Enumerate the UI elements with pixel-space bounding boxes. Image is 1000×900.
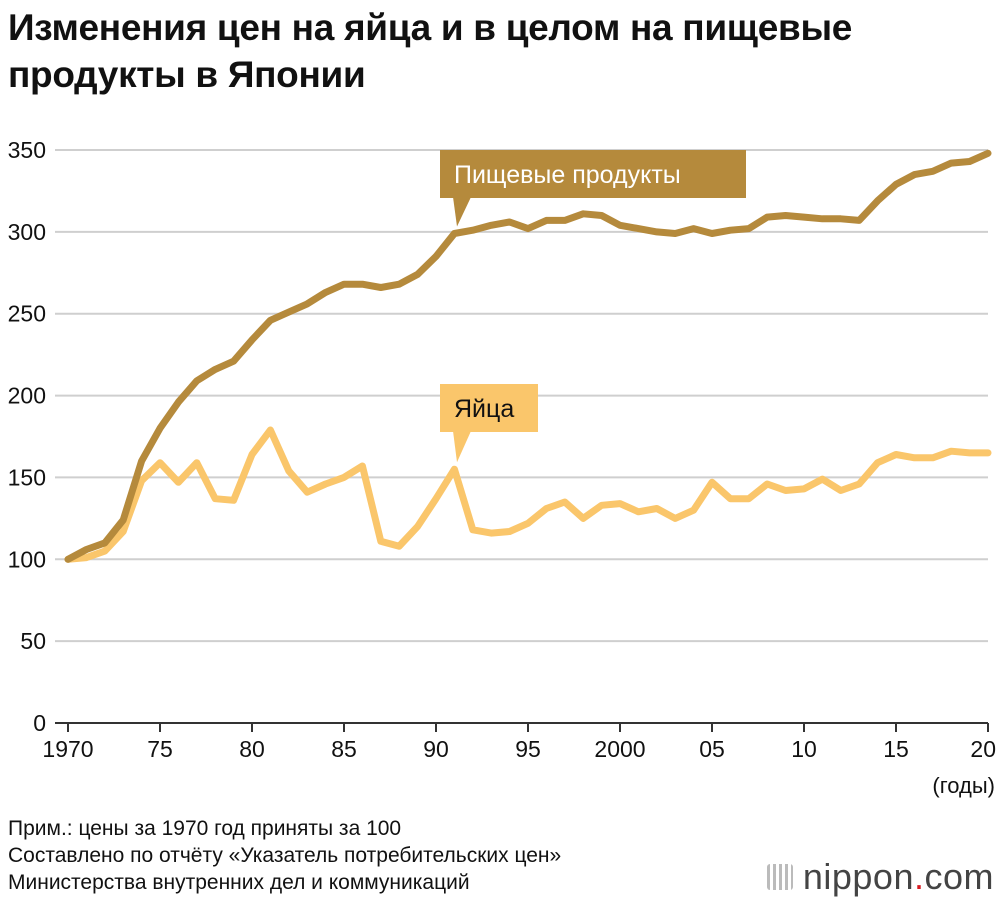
- x-tick-label: 2000: [594, 736, 645, 762]
- x-tick-label: 95: [515, 736, 541, 762]
- nippon-logo: nippon. com: [766, 856, 994, 898]
- y-tick-label: 150: [8, 464, 46, 490]
- x-tick-label: 80: [239, 736, 265, 762]
- x-tick-label: 10: [791, 736, 817, 762]
- note-line-2: Составлено по отчёту «Указатель потребит…: [8, 844, 562, 867]
- x-axis-ticks: 1970 75 80 85 90 95 2000 05 10 15 20: [42, 723, 996, 762]
- nippon-logo-mark-icon: [766, 864, 793, 890]
- logo-dot: .: [913, 856, 925, 897]
- series-line-0: [64, 149, 992, 563]
- logo-name: nippon: [802, 856, 914, 897]
- series-label-text: Яйца: [454, 395, 514, 423]
- series-labels: Пищевые продукты Яйца: [440, 150, 746, 463]
- series-label-pointer: [453, 197, 471, 227]
- y-tick-label: 50: [20, 628, 46, 654]
- y-tick-label: 350: [8, 137, 46, 163]
- series-label-pointer: [453, 431, 471, 463]
- series-label-box: [440, 150, 746, 198]
- x-tick-label: 05: [699, 736, 725, 762]
- x-tick-label: 85: [331, 736, 357, 762]
- note-line-3: Министерства внутренних дел и коммуникац…: [8, 871, 470, 894]
- logo-tld: com: [924, 856, 994, 897]
- series-label-0: Пищевые продукты: [440, 150, 746, 227]
- y-axis-ticks: 0 50 100 150 200 250 300 350: [8, 137, 46, 736]
- x-tick-label: 20: [970, 736, 996, 762]
- x-tick-label: 90: [423, 736, 449, 762]
- series-line-1: [64, 426, 992, 563]
- y-tick-label: 300: [8, 219, 46, 245]
- y-tick-label: 0: [33, 710, 46, 736]
- y-tick-label: 100: [8, 546, 46, 572]
- chart-title: Изменения цен на яйца и в целом на пищев…: [8, 7, 853, 95]
- grid-lines: [55, 149, 988, 724]
- series-lines: [64, 149, 992, 563]
- note-line-1: Прим.: цены за 1970 год приняты за 100: [8, 817, 402, 840]
- x-tick-label: 1970: [42, 736, 93, 762]
- x-axis-unit-label: (годы): [932, 773, 995, 798]
- series-label-1: Яйца: [440, 384, 538, 463]
- y-tick-label: 250: [8, 301, 46, 327]
- series-label-text: Пищевые продукты: [454, 161, 681, 189]
- y-tick-label: 200: [8, 383, 46, 409]
- series-label-box: [440, 384, 538, 432]
- x-tick-label: 15: [883, 736, 909, 762]
- x-tick-label: 75: [147, 736, 173, 762]
